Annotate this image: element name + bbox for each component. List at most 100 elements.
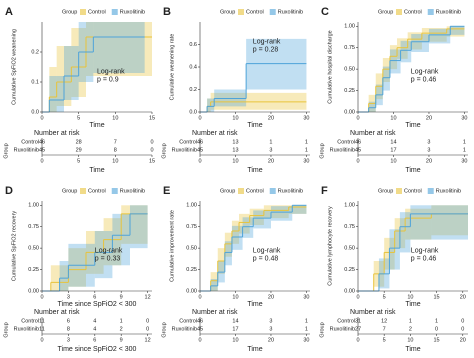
- ci-band: [214, 89, 247, 107]
- annotation: p = 0.48: [253, 255, 279, 262]
- legend-swatch: [111, 9, 118, 15]
- x-tick-label: 15: [434, 337, 440, 343]
- risk-row-name: Ruxolitinib: [330, 326, 355, 332]
- x-axis-label: Time: [405, 301, 420, 308]
- ci-band: [59, 261, 69, 291]
- x-tick-label: 20: [268, 158, 274, 164]
- panel: C Group Control Ruxolitinib Cumulative hospi…: [319, 6, 468, 174]
- x-tick-label: 9: [120, 294, 123, 300]
- ci-band: [382, 66, 390, 91]
- x-tick-label: 30: [303, 337, 309, 343]
- risk-value: 0: [150, 147, 153, 153]
- x-tick-label: 0: [356, 337, 359, 343]
- ci-band: [389, 49, 401, 74]
- y-axis-label: Cumulative improvement rate: [169, 210, 175, 282]
- risk-row-title: Group: [319, 143, 325, 158]
- ci-band: [400, 40, 412, 63]
- annotation: p = 0.33: [95, 255, 121, 262]
- risk-row-name: Ruxolitinib: [172, 326, 197, 332]
- risk-value: 4: [93, 318, 96, 324]
- ci-band: [253, 210, 271, 229]
- y-axis-label: Cumulative weanening rate: [169, 34, 175, 101]
- ci-band: [399, 212, 411, 253]
- legend-label: Ruxolitinib: [436, 9, 461, 15]
- x-tick-label: 12: [145, 294, 151, 300]
- y-tick-label: 0.25: [344, 88, 355, 94]
- x-axis-label: Time: [89, 122, 104, 129]
- x-tick-label: 30: [303, 158, 309, 164]
- legend-label: Ruxolitinib: [278, 188, 303, 194]
- x-axis-label: Time: [247, 301, 262, 308]
- ci-band: [94, 231, 113, 279]
- x-tick-label: 0: [40, 337, 43, 343]
- risk-value: 3: [269, 326, 272, 332]
- legend-label: Control: [88, 9, 106, 15]
- x-tick-label: 3: [67, 294, 70, 300]
- y-tick-label: 0.25: [344, 267, 355, 273]
- x-axis-label: Time since SpFiO2 < 300: [58, 301, 137, 308]
- legend-swatch: [238, 9, 244, 15]
- risk-row-name: Ruxolitinib: [14, 147, 39, 153]
- risk-row-name: Ruxolitinib: [330, 147, 355, 153]
- risk-value: 3: [269, 318, 272, 324]
- ci-band: [239, 213, 250, 234]
- risk-value: 29: [76, 147, 82, 153]
- y-axis-label: Cumulative hospital discharge: [327, 30, 333, 103]
- legend-label: Control: [404, 9, 422, 15]
- legend-label: Control: [88, 188, 106, 194]
- risk-table-title: Number at risk: [192, 130, 238, 137]
- y-tick-label: 0.2: [189, 87, 197, 93]
- legend-swatch: [427, 188, 434, 194]
- ci-band: [121, 205, 148, 244]
- risk-row-name: Control: [179, 318, 197, 324]
- risk-value: 1: [269, 139, 272, 145]
- y-tick-label: 0.75: [186, 224, 197, 230]
- legend-swatch: [396, 9, 402, 15]
- ci-band: [397, 38, 408, 59]
- x-tick-label: 6: [93, 337, 96, 343]
- x-tick-label: 30: [303, 294, 309, 300]
- risk-value: 1: [305, 147, 308, 153]
- panel-letter: B: [163, 6, 171, 18]
- legend-title: Group: [378, 9, 393, 15]
- x-axis-label: Time: [247, 346, 262, 353]
- risk-value: 8: [67, 326, 70, 332]
- x-tick-label: 0: [356, 115, 359, 121]
- ci-band: [288, 205, 307, 214]
- y-tick-label: 0.50: [28, 246, 39, 252]
- y-tick-label: 0.00: [344, 288, 355, 294]
- risk-value: 2: [120, 326, 123, 332]
- ci-band: [231, 220, 240, 244]
- x-tick-label: 15: [149, 158, 155, 164]
- annotation: Log-rank: [253, 39, 281, 46]
- panel-letter: D: [5, 185, 13, 197]
- x-tick-label: 10: [407, 294, 413, 300]
- ci-band: [242, 217, 254, 238]
- y-tick-label: 0.2: [31, 49, 39, 55]
- x-tick-label: 0: [40, 294, 43, 300]
- risk-value: 17: [232, 326, 238, 332]
- risk-table-title: Number at risk: [34, 309, 80, 316]
- panel: B Group Control Ruxolitinib Cumulative weane…: [161, 6, 310, 174]
- legend-swatch: [111, 188, 118, 194]
- ci-band: [389, 45, 398, 70]
- risk-row-name: Control: [179, 139, 197, 145]
- x-tick-label: 10: [390, 115, 396, 121]
- y-tick-label: 0.0: [189, 109, 197, 115]
- ci-band: [411, 34, 429, 52]
- legend-label: Ruxolitinib: [120, 9, 145, 15]
- x-tick-label: 15: [434, 294, 440, 300]
- legend-title: Group: [220, 188, 235, 194]
- y-tick-label: 0.25: [28, 267, 39, 273]
- y-axis-label: Cumulative lymphocyte recovery: [327, 206, 333, 286]
- x-tick-label: 0: [356, 294, 359, 300]
- x-tick-label: 10: [232, 115, 238, 121]
- legend-label: Control: [404, 188, 422, 194]
- x-tick-label: 30: [461, 158, 467, 164]
- risk-value: 0: [146, 326, 149, 332]
- risk-row-name: Control: [337, 139, 355, 145]
- y-tick-label: 0.1: [31, 79, 39, 85]
- annotation: p = 0.9: [97, 76, 119, 83]
- x-axis-label: Time: [405, 122, 420, 129]
